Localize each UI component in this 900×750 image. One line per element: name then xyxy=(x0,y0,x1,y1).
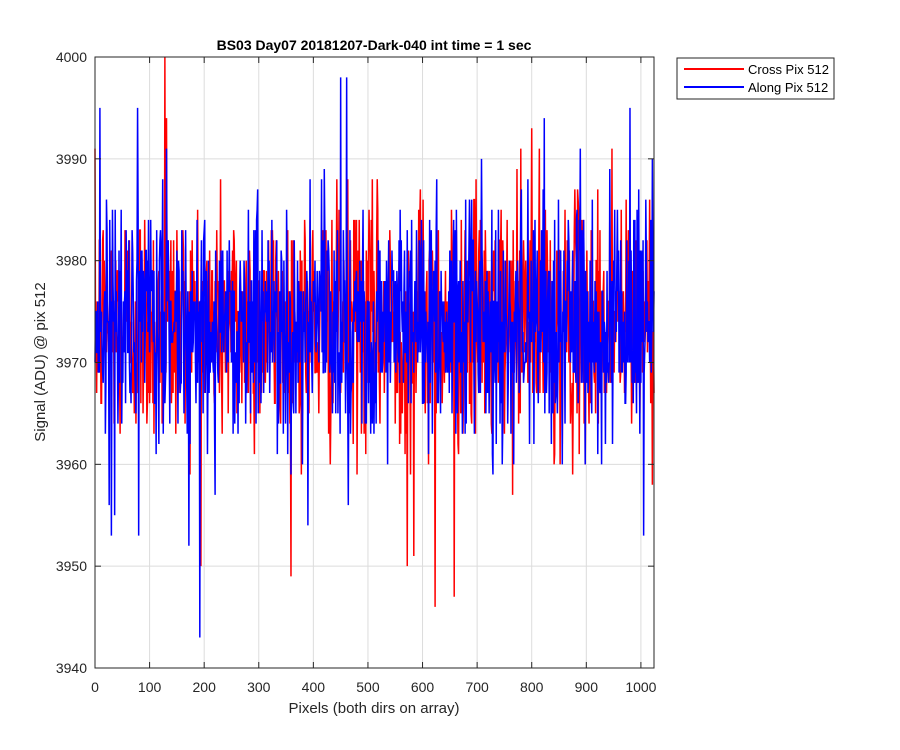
chart-title: BS03 Day07 20181207-Dark-040 int time = … xyxy=(217,37,532,53)
x-axis-label: Pixels (both dirs on array) xyxy=(289,700,460,717)
y-tick-label: 3950 xyxy=(56,558,87,574)
x-tick-label: 0 xyxy=(91,679,99,695)
x-tick-label: 100 xyxy=(138,679,162,695)
legend-label-cross: Cross Pix 512 xyxy=(748,62,829,77)
legend-box xyxy=(676,57,835,100)
y-tick-label: 3990 xyxy=(56,151,87,167)
y-tick-label: 3960 xyxy=(56,456,87,472)
y-tick-label: 3970 xyxy=(56,355,87,371)
x-tick-label: 700 xyxy=(465,679,489,695)
x-tick-label: 600 xyxy=(411,679,435,695)
y-tick-label: 3940 xyxy=(56,660,87,676)
ticks xyxy=(94,56,654,669)
y-axis-label: Signal (ADU) @ pix 512 xyxy=(32,282,49,441)
x-tick-label: 200 xyxy=(193,679,217,695)
x-tick-label: 500 xyxy=(356,679,380,695)
x-tick-label: 300 xyxy=(247,679,271,695)
y-tick-label: 3980 xyxy=(56,253,87,269)
tick-labels: 0 100 200 300 400 500 600 700 800 900 1000 3940 3950… xyxy=(56,49,657,695)
x-tick-label: 900 xyxy=(575,679,599,695)
series-layer xyxy=(94,56,655,638)
x-tick-label: 400 xyxy=(302,679,326,695)
legend-label-along: Along Pix 512 xyxy=(748,80,828,95)
x-tick-label: 800 xyxy=(520,679,544,695)
x-tick-label: 1000 xyxy=(625,679,656,695)
y-tick-label: 4000 xyxy=(56,49,87,65)
series-line-along xyxy=(94,77,655,638)
legend[interactable]: Cross Pix 512 Along Pix 512 xyxy=(676,57,835,100)
